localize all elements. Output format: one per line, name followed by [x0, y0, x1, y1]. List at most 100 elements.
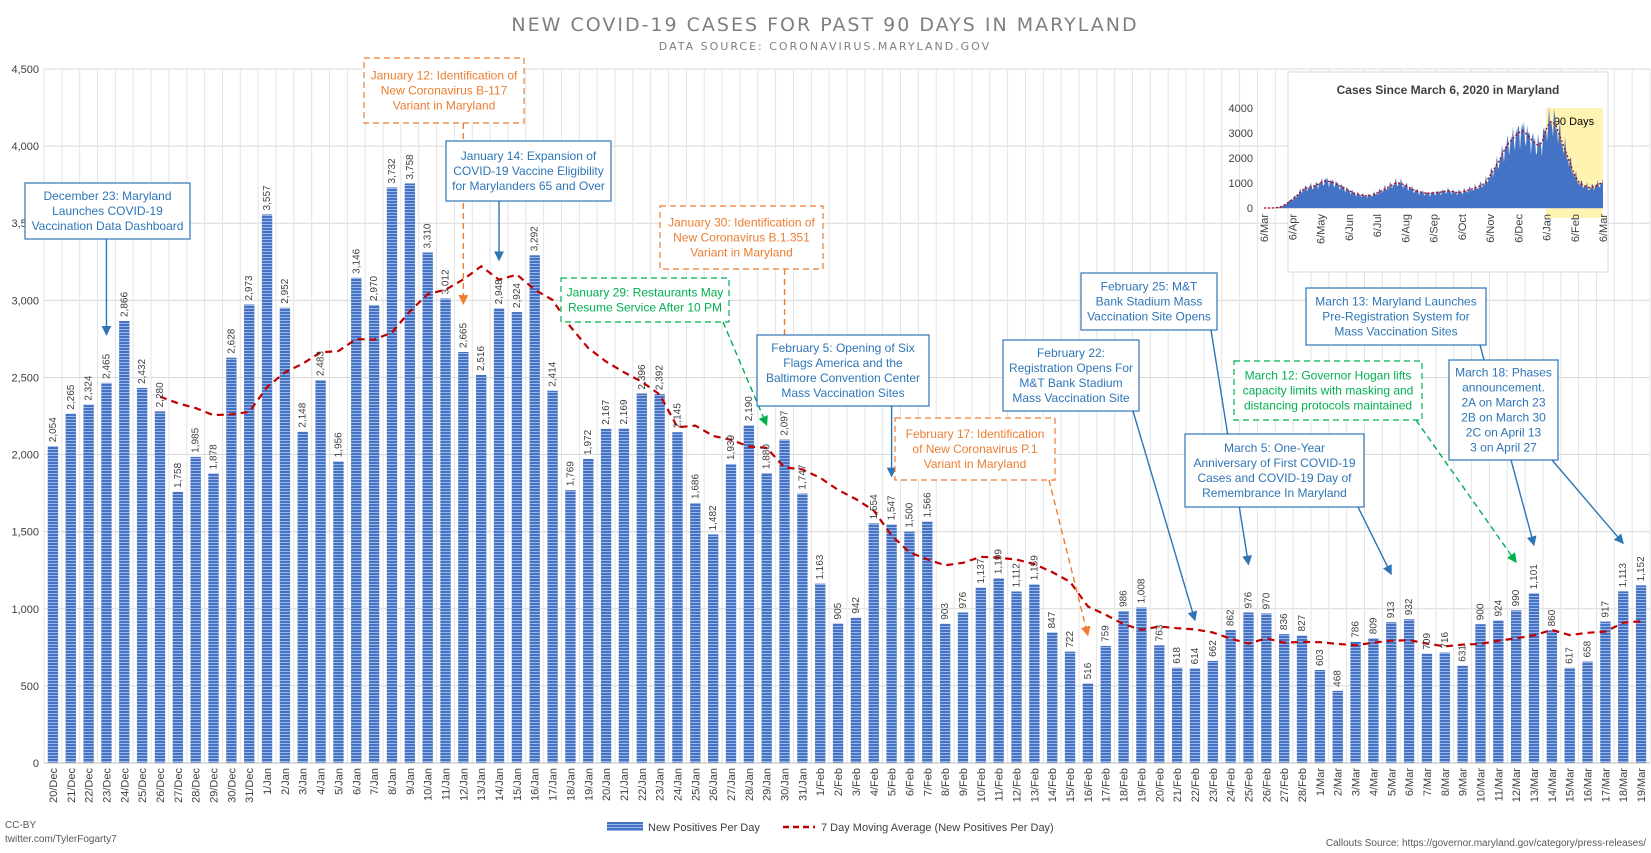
- x-tick-label: 4/Feb: [869, 768, 881, 796]
- bar-data-label: 924: [1493, 599, 1504, 616]
- license-label: CC-BY: [5, 820, 36, 831]
- bar: [226, 357, 237, 763]
- bar-data-label: 516: [1083, 662, 1094, 679]
- x-tick-label: 29/Dec: [209, 768, 221, 803]
- bar-data-label: 618: [1172, 647, 1183, 664]
- x-tick-label: 9/Jan: [405, 768, 417, 795]
- bar-data-label: 2,973: [244, 275, 255, 300]
- bar-data-label: 2,665: [458, 323, 469, 348]
- annotation-text: announcement.: [1462, 381, 1545, 395]
- bar-data-label: 468: [1333, 670, 1344, 687]
- annotation-box: [1080, 272, 1218, 331]
- x-tick-label: 16/Mar: [1583, 768, 1595, 803]
- bar-data-label: 2,628: [226, 328, 237, 353]
- bar-data-label: 2,148: [298, 402, 309, 427]
- annotation-box: [24, 182, 191, 240]
- bar-data-label: 1,956: [333, 432, 344, 457]
- bar: [1064, 651, 1076, 763]
- bar: [1082, 683, 1094, 763]
- bar-data-label: 862: [1226, 609, 1237, 626]
- bar-data-label: 860: [1547, 609, 1558, 626]
- inset-90-day-label: 90 Days: [1554, 116, 1595, 128]
- x-tick-label: 3/Mar: [1351, 768, 1363, 796]
- annotation-text: March 13: Maryland Launches: [1315, 295, 1476, 309]
- x-tick-label: 1/Jan: [262, 768, 274, 795]
- x-tick-label: 27/Dec: [173, 768, 185, 803]
- x-tick-label: 4/Jan: [316, 768, 328, 795]
- bar-data-label: 2,054: [48, 417, 59, 442]
- x-tick-label: 17/Feb: [1101, 768, 1113, 802]
- inset-x-tick: 6/Oct: [1457, 214, 1469, 240]
- bar: [351, 277, 362, 763]
- annotation-text: Vaccination Site Opens: [1087, 310, 1211, 324]
- inset-x-tick: 6/Sep: [1429, 214, 1441, 243]
- annotation-box: [560, 277, 730, 323]
- bar: [600, 428, 612, 763]
- bar-data-label: 3,758: [405, 154, 416, 179]
- bar: [690, 502, 701, 763]
- annotation-text: February 22:: [1037, 346, 1105, 360]
- bar-data-label: 716: [1440, 631, 1451, 648]
- y-tick-label: 2,000: [11, 450, 39, 462]
- annotation-text: February 25: M&T: [1101, 280, 1198, 294]
- bar: [957, 612, 969, 763]
- x-tick-label: 28/Feb: [1297, 768, 1309, 802]
- bar: [832, 623, 844, 763]
- bar-data-label: 2,167: [601, 399, 612, 424]
- x-tick-label: 11/Jan: [441, 768, 453, 800]
- inset-x-tick: 6/Aug: [1400, 214, 1412, 243]
- x-tick-label: 22/Dec: [84, 768, 96, 803]
- inset-x-tick: 6/Apr: [1287, 214, 1299, 241]
- annotation-text: Flags America and the: [783, 356, 903, 370]
- bar: [1528, 593, 1540, 763]
- bar: [1493, 620, 1504, 763]
- bar: [672, 432, 683, 763]
- inset-title: Cases Since March 6, 2020 in Maryland: [1337, 83, 1560, 97]
- bar: [315, 380, 326, 763]
- bar-data-label: 2,280: [155, 382, 166, 407]
- bar: [904, 531, 915, 763]
- bar-data-label: 2,392: [655, 365, 666, 390]
- bar: [1457, 665, 1468, 763]
- bar-data-label: 932: [1404, 598, 1415, 615]
- bar-data-label: 1,113: [1618, 563, 1629, 588]
- x-tick-label: 14/Jan: [494, 768, 506, 801]
- x-tick-label: 3/Feb: [851, 768, 863, 796]
- bar-data-label: 2,190: [744, 396, 755, 421]
- y-tick-label: 3,000: [11, 295, 39, 307]
- bar: [119, 320, 130, 763]
- bar: [1296, 635, 1308, 763]
- inset-y-tick: 0: [1247, 203, 1253, 215]
- annotation-text: distancing protocols maintained: [1244, 399, 1412, 413]
- legend-bar-label: New Positives Per Day: [648, 822, 760, 834]
- x-tick-label: 18/Mar: [1618, 768, 1630, 803]
- bar: [458, 351, 469, 763]
- x-tick-label: 11/Mar: [1493, 768, 1505, 802]
- bar: [868, 523, 879, 763]
- inset-x-tick: 6/Jul: [1372, 214, 1384, 237]
- annotation-callout: March 13: Maryland LaunchesPre-Registrat…: [1305, 287, 1537, 547]
- y-tick-label: 1,000: [11, 604, 39, 616]
- x-tick-label: 25/Jan: [690, 768, 702, 801]
- bar: [1189, 668, 1201, 763]
- bar: [333, 461, 344, 763]
- bar: [190, 456, 201, 763]
- bar-data-label: 1,686: [690, 474, 701, 499]
- annotation-text: March 18: Phases: [1455, 366, 1552, 380]
- bar: [1154, 645, 1165, 763]
- bar-data-label: 3,292: [530, 226, 541, 251]
- bar-data-label: 2,483: [316, 351, 327, 376]
- bar: [815, 583, 826, 763]
- bar: [422, 252, 433, 763]
- annotation-text: February 5: Opening of Six: [771, 341, 914, 355]
- x-tick-label: 16/Feb: [1083, 768, 1095, 802]
- bar: [440, 298, 451, 763]
- annotation-text: 3 on April 27: [1470, 441, 1537, 455]
- bar: [1635, 585, 1647, 763]
- bar: [493, 308, 505, 763]
- inset-moving-average: [1264, 120, 1603, 209]
- x-tick-label: 19/Jan: [583, 768, 595, 801]
